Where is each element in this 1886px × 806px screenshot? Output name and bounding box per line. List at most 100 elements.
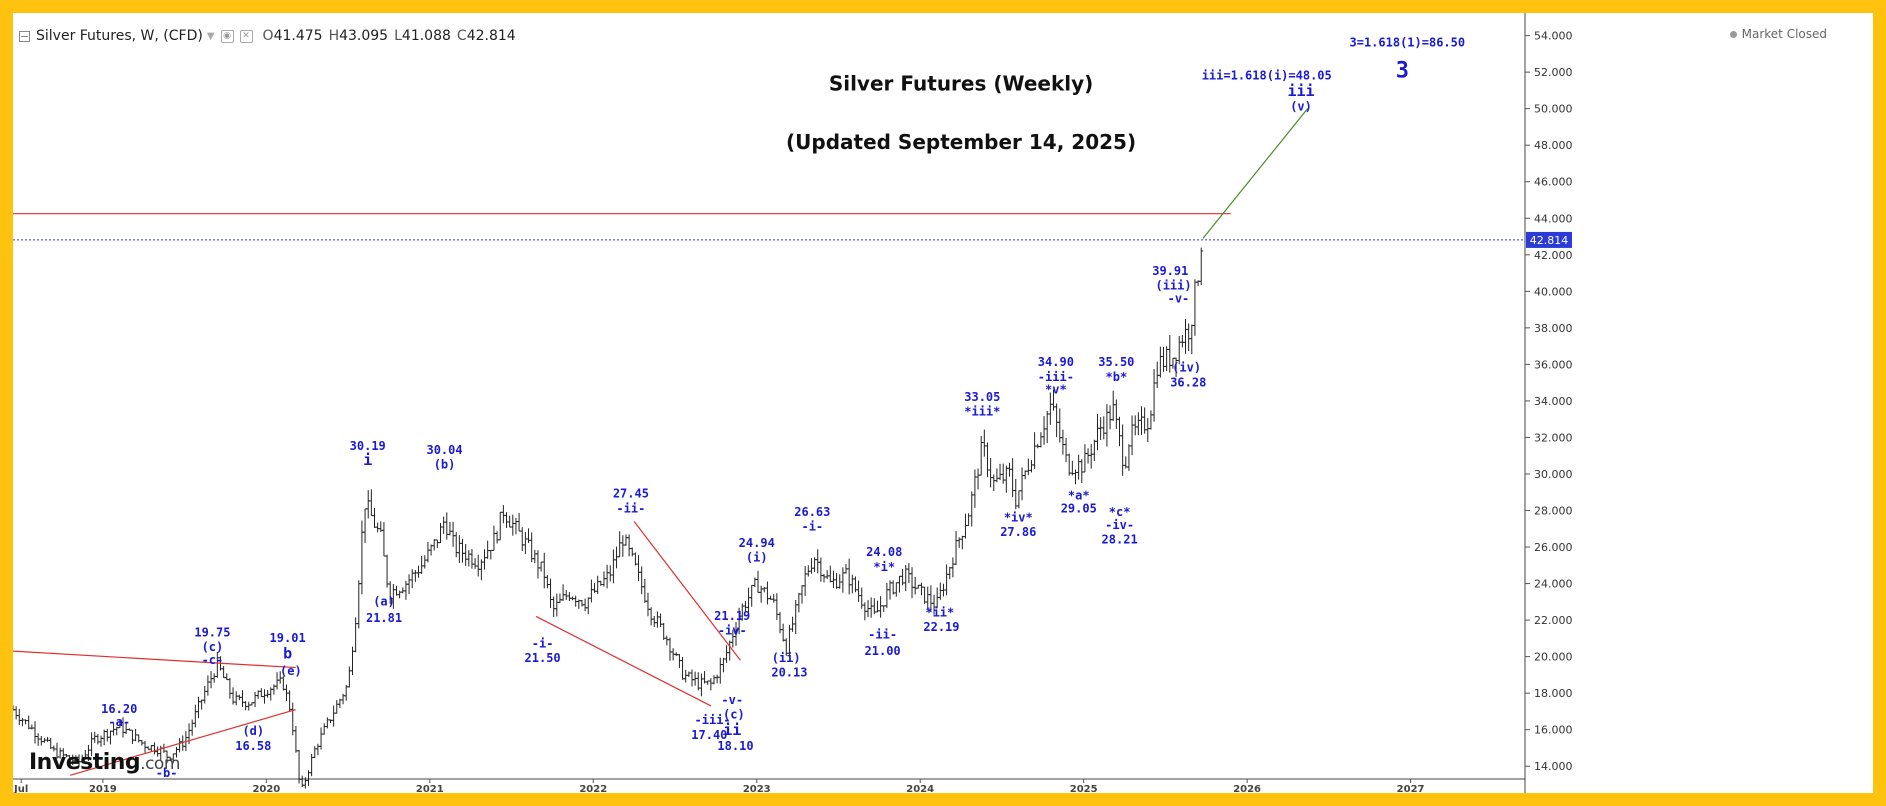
y-tick-label: 26.000 bbox=[1534, 541, 1573, 554]
wave-label: 21.19 bbox=[714, 609, 750, 623]
y-tick-label: 38.000 bbox=[1534, 322, 1573, 335]
trendline-upper-triangle[interactable] bbox=[13, 651, 296, 667]
wave-label: 21.50 bbox=[525, 651, 561, 665]
x-tick-label: 2023 bbox=[743, 784, 771, 793]
high-value: 43.095 bbox=[339, 28, 388, 44]
open-value: 41.475 bbox=[274, 28, 323, 44]
wave-label: *b* bbox=[1106, 370, 1128, 384]
settings-icon[interactable]: ◉ bbox=[221, 30, 234, 43]
wave-label: *i* bbox=[873, 560, 895, 574]
y-tick-label: 18.000 bbox=[1534, 687, 1573, 700]
wave-label: (ii) bbox=[772, 651, 801, 665]
wave-label: 22.19 bbox=[923, 620, 959, 634]
x-tick-label: 2020 bbox=[252, 784, 280, 793]
logo-suffix: .com bbox=[140, 754, 180, 774]
wave-label: 21.00 bbox=[865, 644, 901, 658]
wave-label: 19.01 bbox=[270, 631, 306, 645]
wave-label: -v- bbox=[721, 693, 743, 707]
wave-label: (c) bbox=[723, 708, 745, 722]
wave-label: *iv* bbox=[1004, 510, 1033, 524]
trendline-diagonal-upper[interactable] bbox=[634, 521, 740, 660]
wave-label: 3=1.618(1)=86.50 bbox=[1350, 36, 1466, 50]
y-tick-label: 14.000 bbox=[1534, 760, 1573, 773]
y-tick-label: 28.000 bbox=[1534, 505, 1573, 518]
wave-label: iii bbox=[1288, 82, 1315, 100]
y-tick-label: 24.000 bbox=[1534, 578, 1573, 591]
price-chart[interactable]: 14.000 16.000 18.000 20.000 22.000 24.000 26.0… bbox=[13, 13, 1873, 793]
x-tick-label: 2024 bbox=[906, 784, 934, 793]
wave-label: (e) bbox=[280, 664, 302, 678]
wave-label: b bbox=[283, 644, 292, 662]
wave-label: 39.91 bbox=[1152, 264, 1188, 278]
collapse-icon[interactable] bbox=[19, 31, 30, 42]
x-tick-label: 2026 bbox=[1233, 784, 1261, 793]
chevron-down-icon[interactable]: ▼ bbox=[207, 31, 215, 42]
current-price-label: 42.814 bbox=[1530, 234, 1569, 247]
wave-label: -iv- bbox=[718, 624, 747, 638]
chart-frame: 14.000 16.000 18.000 20.000 22.000 24.000 26.0… bbox=[13, 13, 1873, 793]
wave-label: i bbox=[363, 451, 372, 469]
wave-label: (v) bbox=[1290, 99, 1312, 113]
wave-label: -i- bbox=[801, 520, 823, 534]
y-tick-label: 32.000 bbox=[1534, 431, 1573, 444]
y-tick-label: 50.000 bbox=[1534, 103, 1573, 116]
wave-label: ii bbox=[723, 721, 741, 739]
wave-label: *ii* bbox=[925, 605, 954, 619]
symbol-title[interactable]: Silver Futures, W, (CFD) bbox=[36, 28, 203, 44]
investing-logo[interactable]: Investing.com bbox=[29, 750, 180, 775]
wave-label: 20.13 bbox=[771, 666, 807, 680]
y-tick-label: 44.000 bbox=[1534, 212, 1573, 225]
low-label: L bbox=[394, 28, 402, 44]
high-label: H bbox=[329, 28, 340, 44]
x-tick-label: 2021 bbox=[416, 784, 444, 793]
wave-label: -ii- bbox=[616, 501, 645, 515]
wave-label: -iv- bbox=[1105, 518, 1134, 532]
wave-label: 30.04 bbox=[426, 443, 462, 457]
y-tick-label: 46.000 bbox=[1534, 176, 1573, 189]
wave-label: iii=1.618(i)=48.05 bbox=[1202, 68, 1332, 82]
wave-label: 34.90 bbox=[1038, 355, 1074, 369]
y-tick-label: 34.000 bbox=[1534, 395, 1573, 408]
wave-label: (a) bbox=[373, 594, 395, 608]
x-tick-label: 2022 bbox=[579, 784, 607, 793]
open-label: O bbox=[263, 28, 274, 44]
close-icon[interactable]: ✕ bbox=[240, 30, 253, 43]
wave-label: -ii- bbox=[868, 627, 897, 641]
wave-label: *iii* bbox=[964, 405, 1000, 419]
projection-line[interactable] bbox=[1203, 109, 1308, 239]
symbol-header: Silver Futures, W, (CFD) ▼ ◉ ✕ O41.475 H… bbox=[19, 26, 516, 46]
wave-label: -c- bbox=[202, 653, 224, 667]
trendline-diagonal-lower[interactable] bbox=[536, 616, 711, 705]
close-label: C bbox=[457, 28, 467, 44]
x-tick-label: Jul bbox=[13, 784, 28, 793]
wave-label: 36.28 bbox=[1170, 375, 1206, 389]
wave-label: 27.86 bbox=[1000, 525, 1036, 539]
market-status: Market Closed bbox=[1730, 27, 1827, 41]
y-tick-label: 36.000 bbox=[1534, 358, 1573, 371]
wave-label: (i) bbox=[746, 551, 768, 565]
x-tick-label: 2019 bbox=[89, 784, 117, 793]
wave-label: (b) bbox=[434, 457, 456, 471]
wave-label: 21.81 bbox=[366, 611, 402, 625]
wave-label: 3 bbox=[1396, 59, 1409, 84]
wave-label: (iv) bbox=[1172, 361, 1201, 375]
y-tick-label: 48.000 bbox=[1534, 139, 1573, 152]
wave-label: 18.10 bbox=[717, 739, 753, 753]
wave-label: (d) bbox=[242, 724, 264, 738]
y-tick-label: 30.000 bbox=[1534, 468, 1573, 481]
y-tick-label: 22.000 bbox=[1534, 614, 1573, 627]
status-dot-icon bbox=[1730, 31, 1737, 38]
wave-label: 24.08 bbox=[866, 545, 902, 559]
chart-title: (Updated September 14, 2025) bbox=[786, 130, 1136, 154]
x-tick-label: 2025 bbox=[1070, 784, 1098, 793]
wave-label: 26.63 bbox=[794, 505, 830, 519]
logo-name: Investing bbox=[29, 750, 140, 775]
wave-label: 29.05 bbox=[1061, 501, 1097, 515]
low-value: 41.088 bbox=[402, 28, 451, 44]
y-tick-label: 52.000 bbox=[1534, 66, 1573, 79]
wave-label: 28.21 bbox=[1102, 532, 1138, 546]
wave-label: 33.05 bbox=[964, 390, 1000, 404]
close-value: 42.814 bbox=[467, 28, 516, 44]
wave-label: -v- bbox=[1168, 291, 1190, 305]
wave-label: -i- bbox=[532, 636, 554, 650]
